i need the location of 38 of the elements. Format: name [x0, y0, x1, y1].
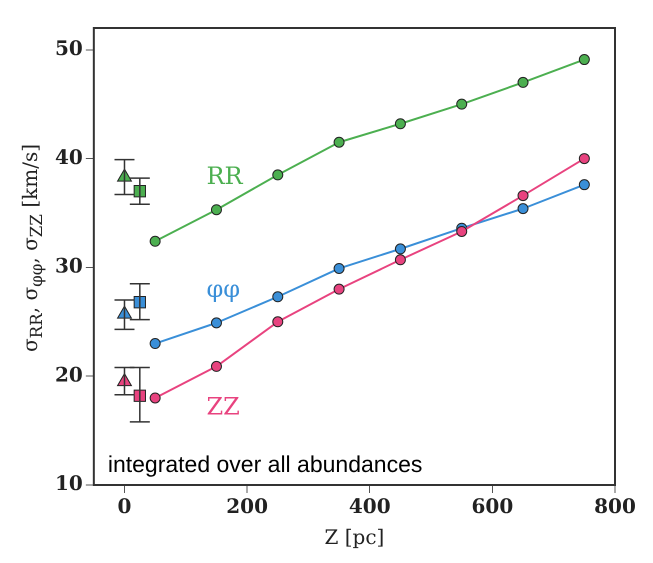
annotation: integrated over all abundances: [108, 450, 422, 477]
point: [272, 291, 284, 302]
series-label: ZZ: [206, 392, 240, 421]
point: [210, 317, 222, 328]
x-tick-label: 600: [471, 494, 514, 518]
series-label: φφ: [206, 275, 240, 304]
point: [150, 236, 161, 247]
point: [334, 284, 345, 295]
x-tick-label: 0: [118, 494, 132, 518]
point: [210, 360, 222, 372]
series-label: RR: [206, 162, 244, 190]
point: [150, 392, 161, 404]
point: [334, 136, 345, 148]
y-tick-label: 40: [54, 144, 83, 169]
point: [272, 169, 284, 180]
point: [210, 204, 222, 216]
point: [518, 203, 529, 214]
point: [334, 262, 345, 274]
y-tick-label: 30: [54, 254, 83, 278]
point: [578, 153, 590, 164]
point: [272, 316, 284, 328]
point: [394, 118, 406, 130]
x-tick-label: 400: [348, 494, 391, 518]
point: [456, 226, 468, 237]
point: [456, 98, 468, 110]
x-tick-label: 200: [226, 494, 268, 518]
y-tick-label: 50: [54, 36, 83, 60]
x-tick-label: 800: [594, 494, 636, 518]
point: [578, 179, 590, 190]
x-axis-title: Z [pc]: [324, 525, 384, 550]
point: [150, 338, 161, 350]
point: [578, 54, 590, 66]
point: [394, 243, 406, 254]
y-tick-label: 20: [54, 362, 83, 386]
point: [394, 254, 406, 266]
y-tick-label: 10: [54, 471, 83, 496]
point: [518, 76, 529, 88]
point: [518, 190, 529, 202]
